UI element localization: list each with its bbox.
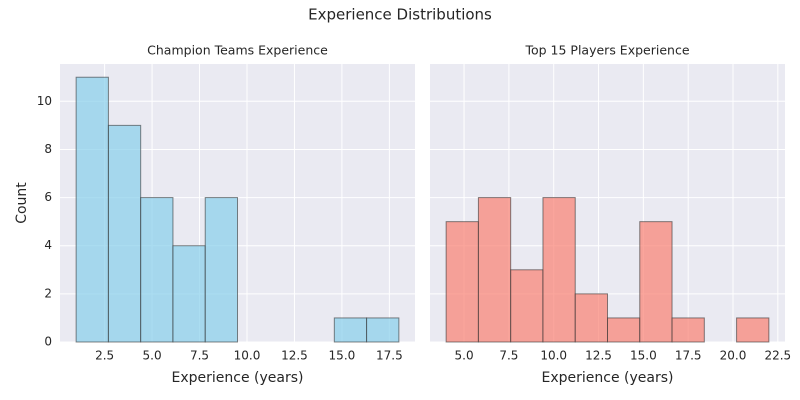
x-tick-label: 10.0 xyxy=(234,349,261,363)
x-tick-label: 5.0 xyxy=(143,349,162,363)
x-axis-label: Experience (years) xyxy=(542,370,674,386)
panel-title: Champion Teams Experience xyxy=(147,43,328,58)
panel-title: Top 15 Players Experience xyxy=(524,43,689,58)
y-axis-label: Count xyxy=(14,182,30,224)
y-tick-label: 2 xyxy=(44,286,52,300)
y-tick-label: 0 xyxy=(44,335,52,349)
bar xyxy=(542,197,576,343)
x-tick-label: 15.0 xyxy=(630,349,657,363)
x-tick-label: 12.5 xyxy=(281,349,308,363)
x-tick-label: 7.5 xyxy=(499,349,518,363)
bar xyxy=(366,317,400,343)
x-tick-label: 5.0 xyxy=(455,349,474,363)
bar xyxy=(140,197,174,343)
bar xyxy=(445,221,479,343)
x-tick-label: 10.0 xyxy=(540,349,567,363)
x-tick-label: 2.5 xyxy=(95,349,114,363)
bar xyxy=(107,124,142,343)
y-tick-label: 6 xyxy=(44,190,52,204)
x-tick-label: 7.5 xyxy=(190,349,209,363)
x-tick-label: 12.5 xyxy=(585,349,612,363)
bar xyxy=(477,197,512,343)
x-tick-label: 15.0 xyxy=(329,349,356,363)
bar xyxy=(75,76,109,343)
x-tick-label: 17.5 xyxy=(675,349,702,363)
x-tick-label: 22.5 xyxy=(764,349,791,363)
y-tick-label: 8 xyxy=(44,142,52,156)
bar xyxy=(607,317,641,343)
bar xyxy=(736,317,770,343)
figure-title: Experience Distributions xyxy=(308,6,492,24)
bar xyxy=(510,269,544,343)
y-tick-label: 10 xyxy=(37,94,52,108)
bar xyxy=(204,197,239,343)
bar xyxy=(574,293,609,343)
bar xyxy=(333,317,368,343)
x-tick-label: 20.0 xyxy=(720,349,747,363)
bar xyxy=(639,221,673,343)
y-tick-label: 4 xyxy=(44,238,52,252)
bar xyxy=(671,317,705,343)
x-axis-label: Experience (years) xyxy=(172,370,304,386)
bar xyxy=(172,245,206,343)
x-tick-label: 17.5 xyxy=(376,349,403,363)
